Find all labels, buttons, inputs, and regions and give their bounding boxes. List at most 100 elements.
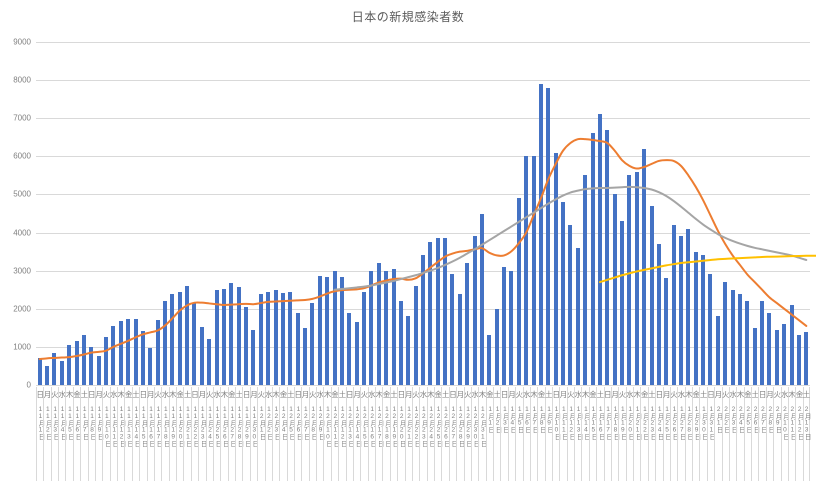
x-axis-weekday-label: 日: [397, 390, 406, 399]
x-axis-date-label: 11月2日: [44, 406, 52, 440]
bar: [339, 277, 344, 385]
x-axis-tick: 火 11月17日: [153, 387, 162, 481]
bar: [244, 306, 249, 385]
x-axis-date-label: 12月6日: [294, 406, 302, 440]
x-axis-date-label: 1月4日: [508, 406, 516, 433]
x-axis-date-label: 12月25日: [435, 406, 443, 447]
x-axis-tick: 日 11月15日: [139, 387, 147, 481]
bar: [310, 303, 315, 385]
bar: [730, 289, 735, 385]
y-axis-tick-label: 6000: [13, 151, 31, 161]
x-axis-tick: 水 11月4日: [58, 387, 67, 481]
x-axis-date-label: 11月4日: [59, 406, 67, 440]
x-axis-date-label: 1月17日: [604, 406, 612, 440]
bar: [531, 156, 536, 385]
x-axis-tick: 月 2月8日: [765, 387, 774, 481]
x-axis-tick: 日 11月29日: [242, 387, 250, 481]
x-axis-weekday-label: 月: [714, 390, 723, 399]
x-axis-weekday-label: 日: [707, 390, 715, 399]
x-axis-tick: 土 11月21日: [183, 387, 192, 481]
x-axis-date-label: 11月21日: [184, 406, 192, 447]
bar: [325, 276, 330, 385]
bar: [649, 205, 654, 385]
x-axis-weekday-label: 土: [596, 390, 605, 399]
x-axis-tick: 木 1月28日: [684, 387, 693, 481]
bar: [214, 289, 219, 385]
x-axis-date-label: 1月13日: [575, 406, 583, 440]
x-axis-date-label: 1月28日: [685, 406, 693, 440]
x-axis-date-label: 12月18日: [383, 406, 391, 447]
y-axis-tick-label: 4000: [13, 228, 31, 238]
x-axis-weekday-label: 火: [102, 390, 111, 399]
x-axis-date-label: 11月6日: [73, 406, 81, 440]
x-axis-tick: 土 1月23日: [647, 387, 656, 481]
x-axis-tick: 金 12月25日: [434, 387, 443, 481]
x-axis-weekday-label: 土: [183, 390, 192, 399]
x-axis-tick: 水 12月30日: [470, 387, 479, 481]
x-axis-date-label: 12月4日: [280, 406, 288, 440]
x-axis-date-label: 12月31日: [479, 406, 487, 447]
gridline: [36, 194, 810, 196]
x-axis-weekday-label: 土: [235, 390, 243, 399]
x-axis-tick: 火 1月19日: [618, 387, 626, 481]
bar: [767, 312, 772, 385]
bar: [391, 269, 396, 385]
bar: [59, 361, 64, 385]
x-axis-tick: 月 11月16日: [146, 387, 155, 481]
x-axis-weekday-label: 水: [368, 390, 376, 399]
x-axis-tick: 月 2月1日: [714, 387, 723, 481]
x-axis-date-label: 12月29日: [464, 406, 472, 447]
x-axis-tick: 月 1月4日: [507, 387, 516, 481]
gridline: [36, 42, 810, 43]
x-axis-weekday-label: 金: [589, 390, 597, 399]
trend-line: [333, 185, 808, 291]
y-axis-labels: 0 1000 2000 3000 4000 5000 6000 7000 8000 9000: [0, 0, 36, 481]
bar: [789, 304, 794, 385]
x-axis-date-label: 1月9日: [545, 406, 553, 433]
x-axis-tick: 土 11月7日: [80, 387, 88, 481]
x-axis-tick: 木 12月17日: [375, 387, 384, 481]
x-axis-weekday-label: 月: [766, 390, 774, 399]
x-axis-date-label: 12月30日: [471, 406, 479, 447]
bar: [605, 129, 610, 385]
x-axis-date-label: 12月3日: [272, 406, 280, 440]
bar: [207, 339, 212, 385]
bar: [421, 255, 425, 385]
x-axis-weekday-label: 日: [655, 390, 664, 399]
x-axis-tick: 金 1月8日: [537, 387, 545, 481]
x-axis-weekday-label: 日: [552, 390, 560, 399]
x-axis-date-label: 12月10日: [324, 406, 332, 447]
bar: [155, 320, 160, 385]
bar: [295, 312, 300, 385]
y-axis-tick-label: 2000: [13, 304, 31, 314]
bar: [443, 237, 448, 385]
x-axis-tick: 日 1月17日: [603, 387, 612, 481]
x-axis-weekday-label: 日: [449, 390, 457, 399]
x-axis-weekday-label: 日: [88, 390, 96, 399]
x-axis-weekday-label: 日: [346, 390, 354, 399]
x-axis-tick: 水 11月18日: [161, 387, 169, 481]
x-axis-weekday-label: 木: [736, 390, 745, 399]
x-axis-weekday-label: 木: [685, 390, 693, 399]
bar: [52, 353, 57, 385]
x-axis-date-label: 12月7日: [302, 406, 310, 440]
bar: [140, 330, 145, 385]
bar: [362, 292, 367, 385]
x-axis-tick: 月 1月18日: [610, 387, 619, 481]
bar: [479, 213, 484, 385]
bar: [745, 301, 750, 385]
x-axis-weekday-label: 火: [567, 390, 575, 399]
x-axis-tick: 木 11月5日: [65, 387, 73, 481]
x-axis-date-label: 11月25日: [213, 406, 221, 447]
gridline: [36, 232, 810, 234]
bar: [229, 283, 234, 385]
x-axis-tick: 月 1月25日: [662, 387, 671, 481]
x-axis-date-label: 12月27日: [449, 406, 457, 447]
bar: [369, 270, 374, 385]
x-axis-tick: 土 12月12日: [338, 387, 346, 481]
bar: [317, 276, 322, 385]
x-axis-weekday-label: 月: [301, 390, 310, 399]
x-axis-date-label: 1月16日: [597, 406, 605, 440]
bar: [288, 292, 293, 385]
x-axis-weekday-label: 木: [375, 390, 384, 399]
